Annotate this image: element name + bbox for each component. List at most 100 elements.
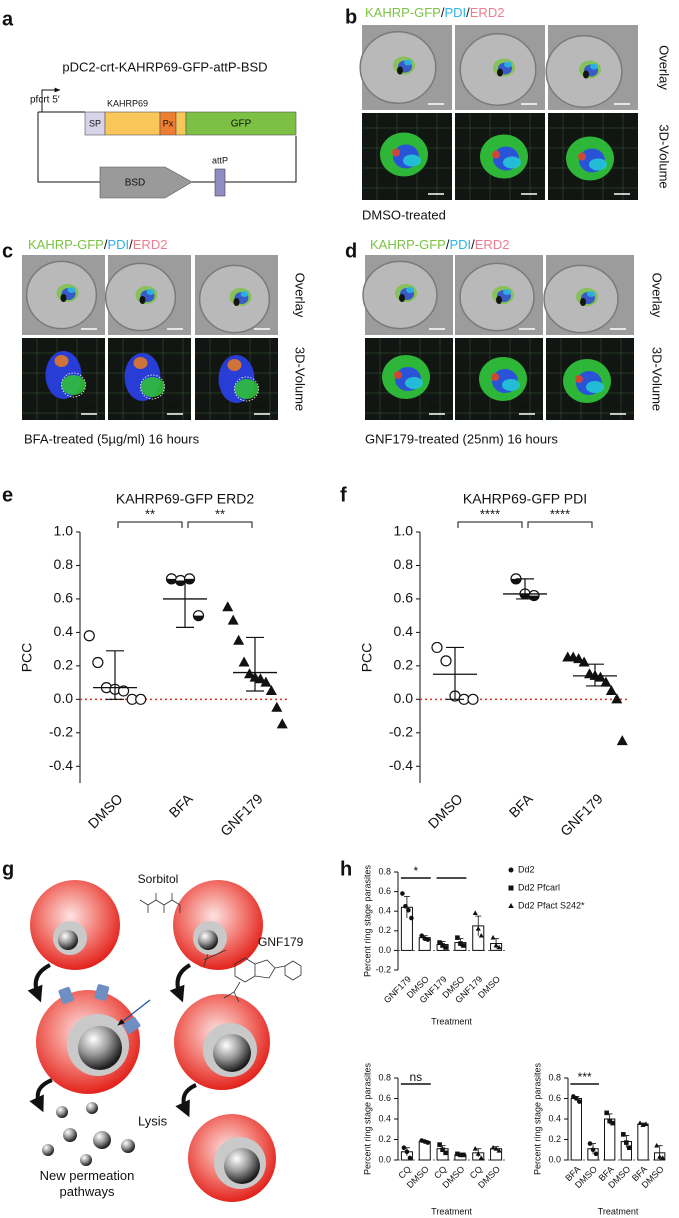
data-point [455,935,460,940]
signal [139,296,146,304]
bar [637,1123,649,1161]
schematic-label: New permeation pathways [39,1168,135,1199]
panel-label: h [340,858,352,880]
channel-name: PDI [444,5,466,20]
overlay-image [455,255,543,335]
legend-label: Dd2 Pfact S242* [518,900,585,910]
outline [140,374,165,400]
gfp-box [185,111,297,136]
y-tick-label: 0.8 [378,866,391,876]
significance-bracket [187,521,253,528]
x-axis-title: Treatment [431,1206,472,1216]
y-tick-label: 0.8 [54,556,74,572]
data-point [443,1150,448,1156]
data-point [637,1120,643,1125]
data-point [425,1140,431,1145]
x-tick-label: DMSO [425,790,466,831]
y-tick-label: 0.6 [54,590,74,606]
panel-label: c [2,240,13,262]
channel [94,984,110,1001]
signal [578,152,586,161]
y-tick-label: 0.2 [394,657,414,673]
volume-image: 1µm [546,338,634,420]
data-point [475,926,481,931]
data-point [490,1144,496,1150]
volume-image: 1µm [365,338,453,420]
data-point [508,903,514,908]
y-tick-label: 0.2 [378,925,391,935]
channel-name: PDI [107,237,129,252]
data-point [587,1141,593,1146]
point-fill [511,578,521,584]
data-point [92,656,104,669]
data-point [260,676,272,687]
data-point [458,941,463,946]
data-point [605,684,617,695]
signal [54,355,69,367]
overlay-image [455,25,545,110]
signal [227,359,242,371]
box-label: Px [163,118,174,128]
signal [497,68,503,77]
signal [492,150,500,159]
panel-label: b [345,6,357,28]
attp-box [214,168,226,197]
panel-label: g [2,858,14,880]
debris [42,1144,54,1156]
signal [240,291,249,297]
data-point [254,673,266,684]
panel-label: d [345,240,357,262]
y-tick-label: 1.0 [54,523,74,539]
parasite [78,1026,122,1070]
overlay-image [545,25,638,110]
data-point [443,945,448,950]
caption: BFA-treated (5µg/ml) 16 hours [24,431,200,446]
overlay-image [362,255,453,335]
data-point [117,685,130,697]
flow-arrow [27,963,51,1003]
view-label: Overlay [657,45,672,90]
y-tick-label: 0.4 [378,1113,391,1123]
channel-separator: / [441,5,445,20]
chart-title: KAHRP69-GFP ERD2 [116,491,254,507]
schematic [27,880,302,1202]
gnf179-structure [203,949,302,1003]
legend-label: Dd2 Pfcarl [518,882,560,892]
x-tick-label: BFA [506,790,536,820]
channel [122,1016,141,1034]
x-tick-label: BFA [166,790,196,820]
panel-label: a [2,8,14,30]
box-label: SP [89,118,101,128]
data-point [643,1121,649,1126]
significance-label: ** [145,506,155,521]
signal [496,296,502,304]
data-point [508,867,514,873]
data-point [406,907,411,913]
schematic-label: Sorbitol [138,872,179,886]
scale-label: 1µm [610,401,626,410]
channel-separator: / [129,237,133,252]
overlay-image [22,255,105,335]
data-point [654,1142,660,1148]
y-axis-title: PCC [359,643,375,673]
y-tick-label: 0.0 [548,1154,561,1164]
data-point [594,671,606,682]
signal [586,381,604,393]
significance-label: **** [550,506,570,521]
data-point [616,735,628,746]
data-point [611,693,623,704]
outline [234,376,259,402]
channel-legend: KAHRP-GFP/PDI/ERD2 [28,237,167,252]
data-point [407,1155,413,1161]
y-tick-label: 0.0 [378,945,391,955]
y-tick-label: 0.2 [548,1134,561,1144]
scale-label: 1µm [167,401,183,410]
data-point [493,942,499,948]
data-point [604,1110,609,1116]
data-point [409,915,414,921]
view-label: 3D-Volume [650,347,665,411]
y-tick-label: 0.6 [378,886,391,896]
caption: DMSO-treated [362,207,446,222]
data-point [610,1120,615,1126]
data-point [165,573,178,585]
